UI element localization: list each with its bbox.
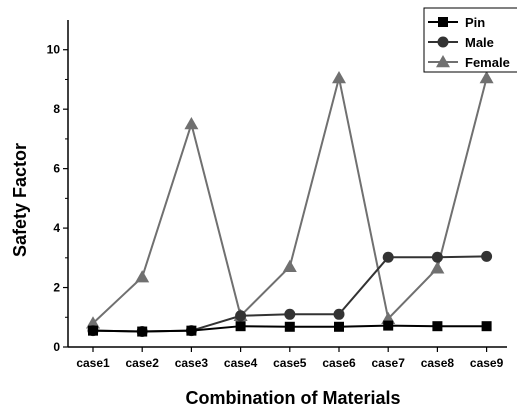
y-tick-label: 4 [53, 221, 60, 235]
data-point-female [332, 70, 346, 84]
data-point-male [333, 308, 345, 320]
y-tick-label: 0 [53, 340, 60, 354]
data-point-male [284, 308, 296, 320]
data-point-pin [481, 321, 492, 332]
legend-marker-male [437, 36, 449, 48]
chart-series [86, 70, 494, 338]
series-female [86, 70, 494, 329]
series-line-female [92, 77, 488, 324]
series-pin [88, 320, 492, 337]
data-point-female [86, 316, 100, 329]
y-axis-ticks: 0 2 4 6 8 10 [47, 43, 68, 354]
data-point-female [430, 261, 445, 274]
x-axis-title: Combination of Materials [185, 388, 400, 408]
x-tick-label: case2 [126, 356, 160, 370]
data-point-male [481, 250, 493, 262]
data-point-pin [334, 321, 344, 332]
data-point-male [235, 310, 247, 322]
x-tick-label: case7 [372, 356, 406, 370]
data-point-pin [432, 321, 443, 332]
data-point-pin [235, 321, 246, 332]
data-point-male [382, 251, 394, 263]
data-point-pin [88, 325, 98, 336]
data-point-pin [284, 321, 295, 332]
x-tick-label: case8 [421, 356, 455, 370]
x-axis-ticks: case1 case2 case3 case4 case5 case6 case7 case8… [76, 347, 504, 370]
chart-axes [67, 20, 507, 348]
legend-label-male: Male [465, 35, 494, 50]
data-point-female [479, 70, 494, 84]
chart-legend: Pin Male Female [423, 7, 517, 73]
legend-label-pin: Pin [465, 15, 485, 30]
data-point-female [135, 270, 150, 283]
data-point-pin [137, 326, 148, 337]
data-point-male [431, 251, 443, 263]
y-tick-label: 2 [53, 281, 60, 295]
legend-marker-pin [438, 17, 448, 27]
legend-marker-female [436, 55, 450, 68]
x-tick-label: case9 [470, 356, 504, 370]
data-point-female [184, 117, 199, 130]
data-point-pin [186, 325, 197, 336]
y-axis-title: Safety Factor [10, 143, 30, 257]
x-tick-label: case1 [76, 356, 110, 370]
x-tick-label: case4 [224, 356, 258, 370]
y-tick-label: 10 [47, 43, 61, 57]
data-point-female [282, 259, 297, 272]
x-tick-label: case5 [273, 356, 307, 370]
x-tick-label: case6 [322, 356, 356, 370]
data-point-pin [383, 320, 394, 331]
x-tick-label: case3 [175, 356, 209, 370]
legend-label-female: Female [465, 55, 510, 70]
y-tick-label: 8 [53, 102, 60, 116]
y-tick-label: 6 [53, 162, 60, 176]
